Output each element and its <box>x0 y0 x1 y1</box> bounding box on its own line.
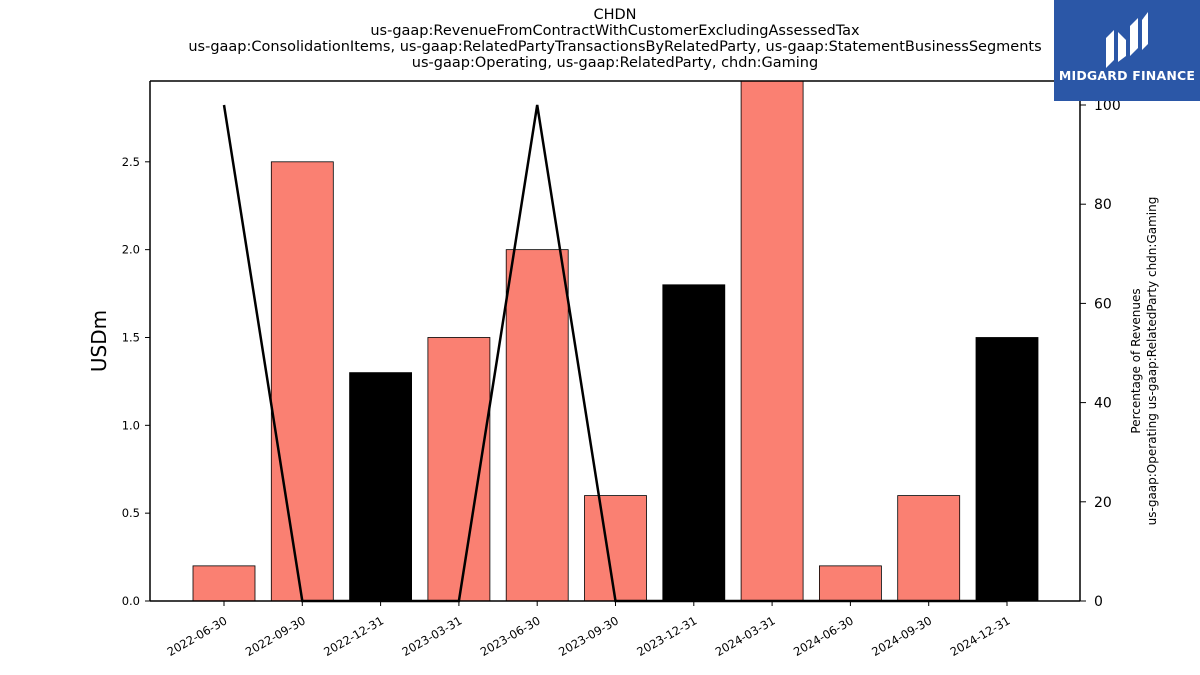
x-tick-label: 2024-03-31 <box>713 613 778 659</box>
x-tick-label: 2024-06-30 <box>791 613 856 659</box>
x-tick-label: 2022-06-30 <box>165 613 230 659</box>
bar-2024-03-31 <box>740 80 804 602</box>
bar-2022-12-31 <box>349 372 413 602</box>
chart-title-line-2: us-gaap:RevenueFromContractWithCustomerE… <box>370 23 860 39</box>
y2-tick-label: 20 <box>1094 495 1112 511</box>
x-tick-label: 2023-09-30 <box>556 613 621 659</box>
bar-2023-12-31 <box>662 284 726 602</box>
y-tick-label: 0.5 <box>122 506 140 520</box>
y-tick-label: 0.0 <box>122 594 140 608</box>
chart-title-line-3: us-gaap:ConsolidationItems, us-gaap:Rela… <box>188 39 1042 55</box>
y2-tick-label: 40 <box>1094 396 1112 412</box>
midgard-m-logo-icon <box>1106 12 1148 68</box>
x-tick-label: 2022-12-31 <box>321 613 386 659</box>
x-tick-label: 2022-09-30 <box>243 613 308 659</box>
bar-2023-09-30 <box>584 495 647 602</box>
bar-2024-09-30 <box>897 495 961 602</box>
y-tick-label: 2.5 <box>122 155 140 169</box>
y-tick-label: 1.5 <box>122 330 140 344</box>
x-tick-label: 2023-12-31 <box>634 613 699 659</box>
y2-axis-label-line-2: us-gaap:Operating us-gaap:RelatedParty c… <box>1145 197 1159 526</box>
y-axis-label: USDm <box>87 310 111 372</box>
bar-2024-12-31 <box>975 337 1039 602</box>
y2-tick-label: 60 <box>1094 296 1112 312</box>
x-tick-label: 2023-03-31 <box>400 613 465 659</box>
x-tick-label: 2023-06-30 <box>478 613 543 659</box>
midgard-finance-logo: MIDGARD FINANCE <box>1054 0 1200 101</box>
x-tick-label: 2024-12-31 <box>948 613 1013 659</box>
y2-tick-label: 100 <box>1094 98 1121 114</box>
chart-title-line-1: CHDN <box>593 7 637 23</box>
logo-text: MIDGARD FINANCE <box>1058 68 1196 83</box>
bar-2024-06-30 <box>819 565 882 602</box>
bar-2023-06-30 <box>505 249 569 602</box>
y2-axis-label-line-1: Percentage of Revenues <box>1129 288 1143 433</box>
bar-2022-09-30 <box>270 161 334 602</box>
y-tick-label: 2.0 <box>122 243 140 257</box>
y2-tick-label: 80 <box>1094 197 1112 213</box>
y2-tick-label: 0 <box>1094 594 1103 610</box>
y-tick-label: 1.0 <box>122 418 140 432</box>
x-tick-label: 2024-09-30 <box>869 613 934 659</box>
bar-2022-06-30 <box>192 565 256 602</box>
chart-title-line-4: us-gaap:Operating, us-gaap:RelatedParty,… <box>411 55 819 71</box>
